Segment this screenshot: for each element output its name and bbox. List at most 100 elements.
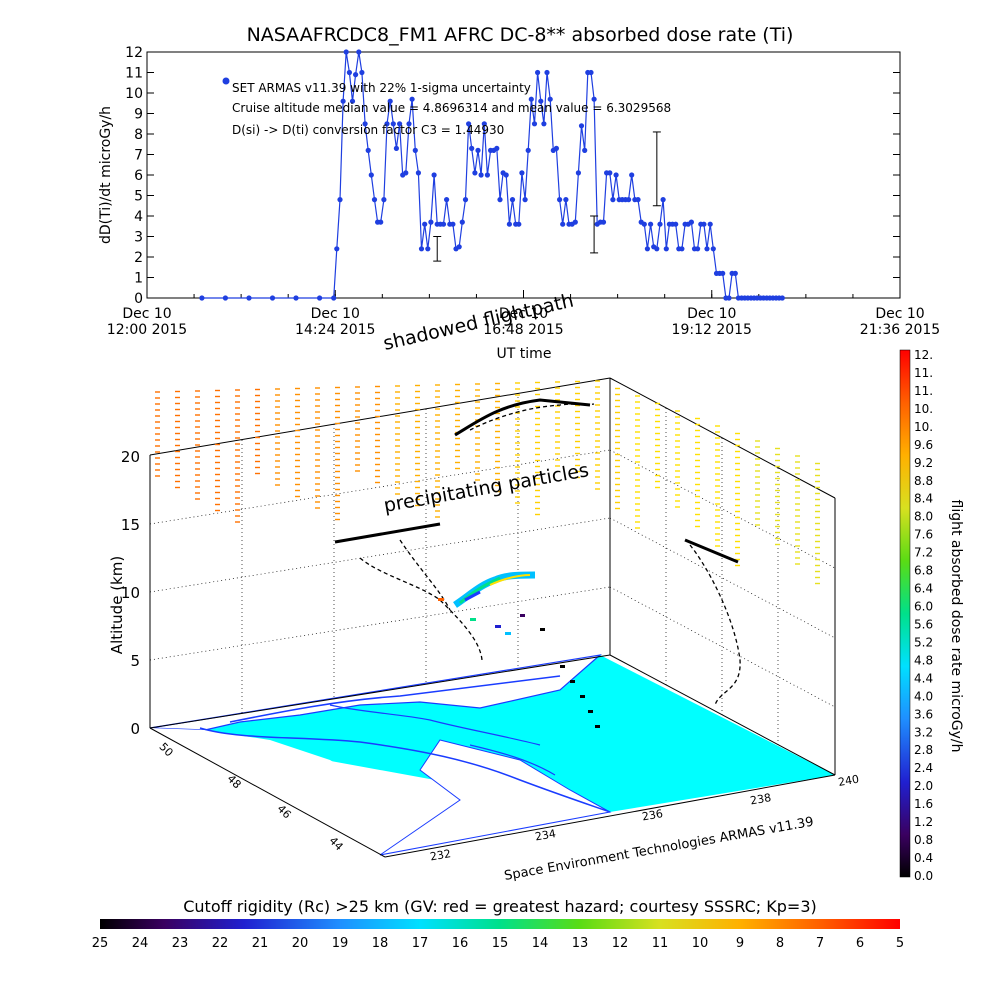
dose-rate-colorbar: 12. 11. 11. 10. 10. 9.6 9.2 8.8 8.4 8.0 7.6 7.2 6.8 6… <box>899 348 964 883</box>
data-point <box>466 121 472 127</box>
dose-rate-series <box>199 49 785 301</box>
colorbar-bottom-tick-label: 7 <box>816 936 824 951</box>
data-point <box>516 221 522 227</box>
svg-text:240: 240 <box>837 773 860 789</box>
data-point <box>381 197 387 203</box>
y-tick-label: 4 <box>134 209 143 225</box>
flight-path-shadow <box>359 403 741 706</box>
annotation-line-3: D(si) -> D(ti) conversion factor C3 = 1.… <box>232 123 504 137</box>
colorbar-bottom-tick-label: 6 <box>856 936 864 951</box>
svg-text:0: 0 <box>130 720 140 738</box>
data-point <box>779 295 785 301</box>
colorbar-bottom-tick-label: 8 <box>776 936 784 951</box>
colorbar-bottom-tick-label: 10 <box>692 936 709 951</box>
data-point <box>560 221 566 227</box>
error-bars <box>433 131 661 262</box>
colorbar-right-tick-label: 2.0 <box>914 779 933 793</box>
colorbar-right-label: flight absorbed dose rate microGy/h <box>948 500 964 753</box>
data-point <box>246 295 252 301</box>
data-point <box>588 69 594 76</box>
data-point <box>663 246 669 252</box>
flight-dose-points <box>438 571 600 728</box>
data-point <box>654 246 660 252</box>
x-tick-label-date: Dec 10 <box>311 306 360 322</box>
x-tick-label-time: 14:24 2015 <box>295 322 375 338</box>
colorbar-right-tick-label: 3.2 <box>914 725 933 739</box>
colorbar-right-tick-label: 2.8 <box>914 743 933 757</box>
colorbar-right-tick-label: 4.4 <box>914 671 933 685</box>
x-tick-label-date: Dec 10 <box>499 306 548 322</box>
data-point <box>415 170 421 176</box>
colorbar-right-tick-label: 0.8 <box>914 833 933 847</box>
x-tick-label-time: 12:00 2015 <box>107 322 187 338</box>
data-point <box>509 197 516 203</box>
y-tick-label: 8 <box>134 127 143 143</box>
flight-path-shadow-top <box>334 398 739 564</box>
colorbar-right-tick-label: 4.0 <box>914 689 933 703</box>
data-point <box>600 219 607 225</box>
colorbar-right-ticks: 12. 11. 11. 10. 10. 9.6 9.2 8.8 8.4 8.0 7.6 7.2 6.8 6… <box>914 348 933 883</box>
data-point <box>337 197 343 203</box>
data-point <box>269 295 276 301</box>
data-point <box>648 221 654 227</box>
data-point <box>506 221 512 227</box>
data-point <box>403 170 409 176</box>
data-point <box>553 145 560 151</box>
x-tick-label-date: Dec 10 <box>122 306 171 322</box>
data-point <box>535 69 541 76</box>
x-tick-label-time: 16:48 2015 <box>483 322 563 338</box>
data-point <box>544 69 550 76</box>
colorbar-bottom-tick-label: 15 <box>492 936 509 951</box>
colorbar-bottom-tick-label: 12 <box>612 936 629 951</box>
colorbar-right-tick-label: 11. <box>914 366 933 380</box>
colorbar-right-tick-label: 11. <box>914 384 933 398</box>
colorbar-right-tick-label: 2.4 <box>914 761 933 775</box>
data-point <box>387 98 393 104</box>
colorbar-right-tick-label: 7.2 <box>914 546 933 560</box>
data-point <box>522 197 528 203</box>
svg-text:20: 20 <box>121 448 140 466</box>
altitude-ticks: 0 5 10 15 20 <box>121 448 140 738</box>
data-point <box>365 147 371 153</box>
data-point <box>484 172 490 178</box>
data-point <box>732 270 738 276</box>
data-point <box>456 244 462 250</box>
colorbar-right-tick-label: 8.8 <box>914 474 933 488</box>
colorbar-bottom-tick-label: 14 <box>532 936 549 951</box>
colorbar-bottom-tick-label: 19 <box>332 936 349 951</box>
y-tick-label: 0 <box>134 291 143 307</box>
colorbar-right-tick-label: 12. <box>914 348 933 362</box>
annotation-line-1: SET ARMAS v11.39 with 22% 1-sigma uncert… <box>232 81 531 95</box>
y-tick-label: 9 <box>134 107 143 123</box>
colorbar-bottom-tick-label: 18 <box>372 936 389 951</box>
colorbar-bottom-tick-label: 22 <box>212 936 229 951</box>
colorbar-right-tick-label: 5.2 <box>914 635 933 649</box>
y-tick-label: 2 <box>134 250 143 266</box>
data-point <box>393 145 399 151</box>
data-point <box>428 219 434 225</box>
data-point <box>704 246 710 252</box>
map-land-coast <box>150 728 500 860</box>
data-point <box>331 295 337 301</box>
flight-3d-panel: Altitude (km) 0 5 10 15 20 50 48 46 44 2… <box>108 290 860 884</box>
data-point <box>378 219 384 225</box>
data-point <box>412 147 418 153</box>
y-tick-label: 3 <box>134 230 143 246</box>
data-point <box>459 219 465 225</box>
colorbar-right-tick-label: 0.0 <box>914 869 933 883</box>
colorbar-right-tick-label: 6.4 <box>914 582 933 596</box>
data-point <box>346 69 352 76</box>
colorbar-bottom-tick-label: 13 <box>572 936 589 951</box>
data-point <box>707 221 713 227</box>
data-point <box>222 295 228 301</box>
colorbar-bottom-gradient <box>100 919 900 929</box>
data-point <box>406 121 412 127</box>
data-point <box>582 147 588 153</box>
colorbar-right-tick-label: 6.0 <box>914 600 933 614</box>
precipitating-particles-label: precipitating particles <box>382 459 590 517</box>
colorbar-right-tick-label: 3.6 <box>914 707 933 721</box>
y-tick-label: 11 <box>125 66 143 82</box>
data-point <box>349 98 356 104</box>
